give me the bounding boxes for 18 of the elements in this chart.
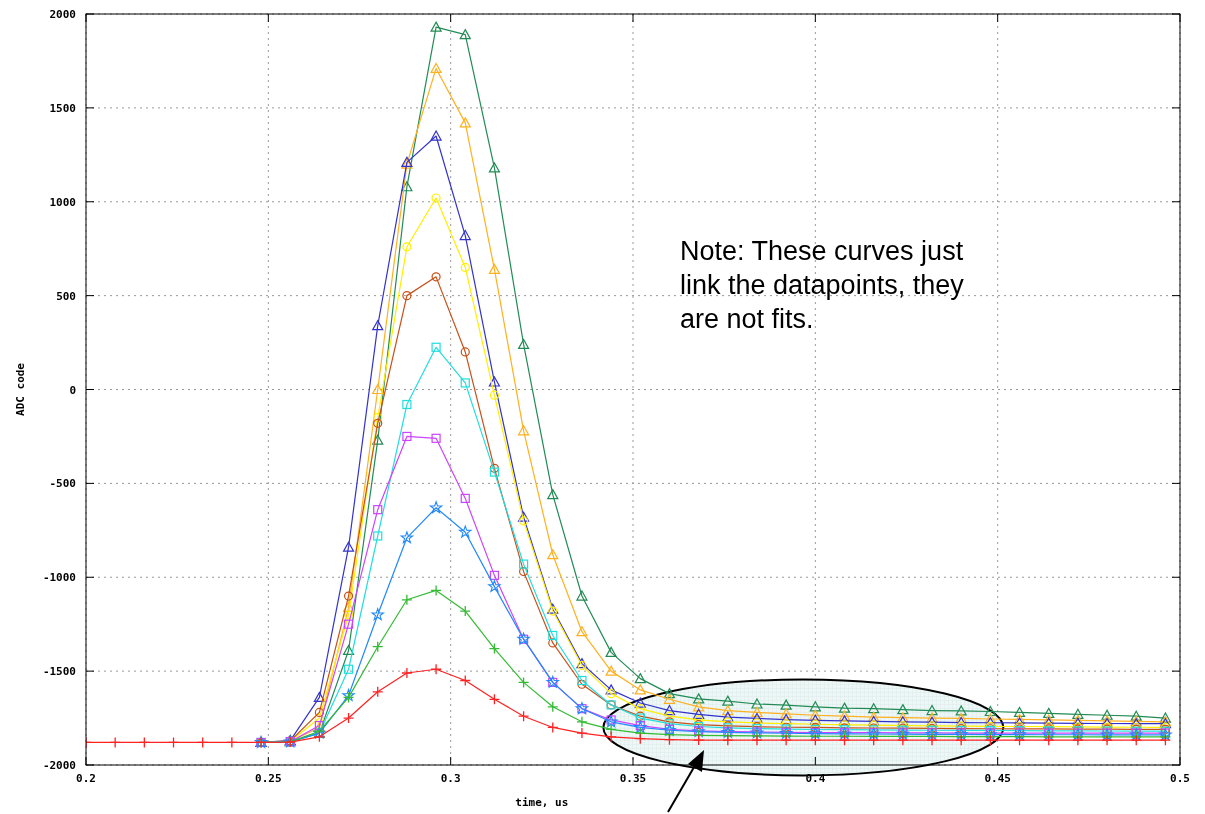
y-tick-label: 2000 <box>49 8 76 21</box>
y-tick-label: 1000 <box>49 195 76 209</box>
x-tick-label: 0.35 <box>619 772 647 785</box>
y-tick-label: -500 <box>49 477 76 491</box>
x-tick-label: 0.5 <box>1170 772 1190 785</box>
x-tick-label: 0.2 <box>76 772 96 785</box>
y-tick-label: -1500 <box>42 665 76 679</box>
y-tick-label: 1500 <box>49 101 76 115</box>
y-tick-label: 0 <box>69 383 76 397</box>
y-tick-label: 500 <box>56 289 76 303</box>
x-tick-label: 0.25 <box>255 772 282 785</box>
x-tick-label: 0.45 <box>984 772 1011 785</box>
y-tick-label: -1000 <box>42 571 76 585</box>
x-tick-label: 0.3 <box>440 772 461 785</box>
y-axis-title: ADC code <box>14 362 27 416</box>
y-tick-label: -2000 <box>42 759 76 772</box>
x-axis-title: time, us <box>515 796 569 809</box>
annotation: Note: These curves just link the datapoints, they are not fits. <box>680 236 965 334</box>
